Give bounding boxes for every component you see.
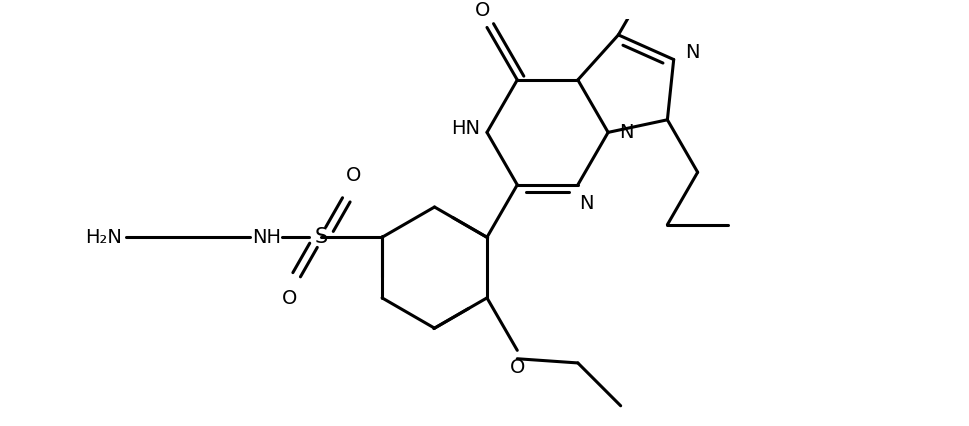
Text: O: O: [282, 289, 297, 308]
Text: HN: HN: [451, 119, 480, 138]
Text: O: O: [475, 1, 490, 20]
Text: NH: NH: [252, 228, 281, 247]
Text: O: O: [345, 167, 360, 185]
Text: H₂N: H₂N: [85, 228, 122, 247]
Text: O: O: [509, 358, 524, 377]
Text: S: S: [315, 227, 328, 248]
Text: N: N: [684, 43, 699, 62]
Text: N: N: [619, 123, 633, 142]
Text: N: N: [578, 194, 593, 213]
